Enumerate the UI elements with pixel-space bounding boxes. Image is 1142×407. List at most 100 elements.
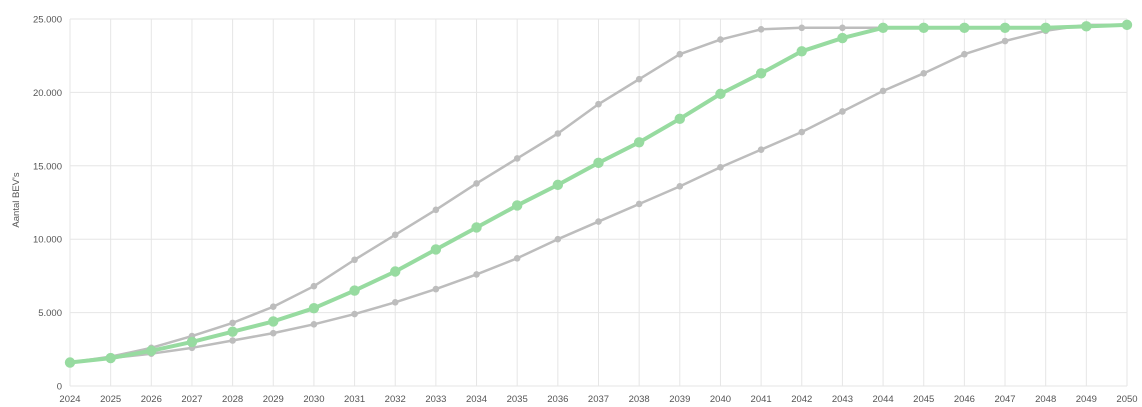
data-point [1001, 37, 1009, 45]
x-tick-label: 2042 [791, 394, 812, 405]
data-point [471, 222, 482, 233]
data-point [391, 299, 399, 306]
x-tick-label: 2043 [832, 394, 853, 405]
x-tick-label: 2031 [344, 394, 365, 405]
x-tick-label: 2048 [1035, 394, 1056, 405]
data-point [269, 303, 277, 311]
data-point [595, 100, 602, 108]
data-point [308, 302, 320, 314]
x-tick-label: 2040 [710, 394, 731, 405]
data-point [554, 130, 562, 137]
x-tick-label: 2028 [222, 394, 243, 405]
y-tick-label: 10.000 [33, 235, 62, 246]
x-tick-label: 2029 [263, 394, 284, 405]
x-axis-ticks: 2024 2025 2026 2027 2028 2029 2030 2031 2032 2033… [59, 394, 1137, 405]
data-point [1121, 19, 1133, 31]
data-point [513, 155, 521, 162]
data-point [715, 88, 726, 100]
data-point [879, 87, 887, 95]
data-point [351, 310, 358, 318]
data-point [349, 285, 360, 296]
data-point [999, 22, 1011, 34]
x-tick-label: 2034 [466, 394, 487, 405]
data-point [798, 24, 806, 32]
x-tick-label: 2035 [507, 394, 528, 405]
data-point [796, 46, 807, 57]
data-point [918, 22, 929, 34]
x-tick-label: 2026 [141, 394, 162, 405]
x-tick-label: 2024 [59, 394, 80, 405]
y-tick-label: 0 [57, 382, 62, 393]
data-point [674, 113, 686, 125]
x-tick-label: 2041 [751, 394, 772, 405]
data-point [757, 146, 765, 153]
x-tick-label: 2047 [994, 394, 1015, 405]
data-point [186, 336, 198, 348]
data-point [229, 337, 236, 344]
data-point [877, 22, 889, 34]
data-point [513, 254, 521, 262]
data-point [839, 108, 846, 115]
x-tick-label: 2037 [588, 394, 609, 405]
y-axis-ticks: 0 5.000 10.000 15.000 20.000 25.000 [33, 15, 62, 393]
data-point [717, 163, 724, 171]
data-point [473, 180, 480, 187]
data-point [1040, 22, 1051, 34]
data-point [391, 231, 399, 239]
data-point [755, 68, 767, 79]
data-point [268, 316, 279, 327]
data-point [676, 50, 684, 58]
data-point [839, 24, 846, 32]
data-point [64, 357, 76, 368]
data-point [432, 285, 440, 293]
y-axis-title: Aantal BEV's [11, 172, 22, 227]
data-point [432, 206, 440, 214]
y-tick-label: 5.000 [38, 308, 62, 319]
x-tick-label: 2025 [100, 394, 121, 405]
series [64, 19, 1133, 368]
y-tick-label: 15.000 [33, 161, 62, 172]
data-point [269, 329, 277, 337]
data-point [105, 352, 116, 364]
x-tick-label: 2050 [1116, 394, 1137, 405]
data-point [635, 75, 643, 83]
data-point [593, 157, 604, 169]
data-point [798, 128, 806, 136]
x-tick-label: 2036 [547, 394, 568, 405]
x-tick-label: 2038 [629, 394, 650, 405]
x-tick-label: 2046 [954, 394, 975, 405]
x-tick-label: 2030 [303, 394, 324, 405]
y-tick-label: 25.000 [33, 15, 62, 26]
data-point [511, 200, 523, 211]
y-tick-label: 20.000 [33, 88, 62, 99]
data-point [310, 321, 318, 328]
data-point [554, 235, 562, 243]
data-point [229, 319, 236, 327]
x-tick-label: 2049 [1076, 394, 1097, 405]
data-point [473, 271, 480, 278]
data-point [920, 70, 928, 77]
series-highlight [64, 19, 1133, 368]
data-point [961, 50, 968, 58]
x-tick-label: 2045 [913, 394, 934, 405]
data-point [633, 137, 645, 148]
data-point [635, 200, 643, 208]
data-point [959, 22, 970, 34]
data-point [146, 345, 157, 356]
data-point [595, 218, 602, 225]
x-tick-label: 2032 [385, 394, 406, 405]
data-point [837, 32, 848, 44]
data-point [676, 183, 684, 190]
data-point [430, 244, 442, 255]
x-tick-label: 2044 [873, 394, 894, 405]
x-tick-label: 2039 [669, 394, 690, 405]
data-point [390, 266, 401, 277]
data-point [757, 25, 765, 33]
x-tick-label: 2033 [425, 394, 446, 405]
data-point [552, 179, 564, 191]
data-point [351, 256, 358, 264]
data-point [1081, 21, 1092, 32]
data-point [310, 282, 318, 290]
